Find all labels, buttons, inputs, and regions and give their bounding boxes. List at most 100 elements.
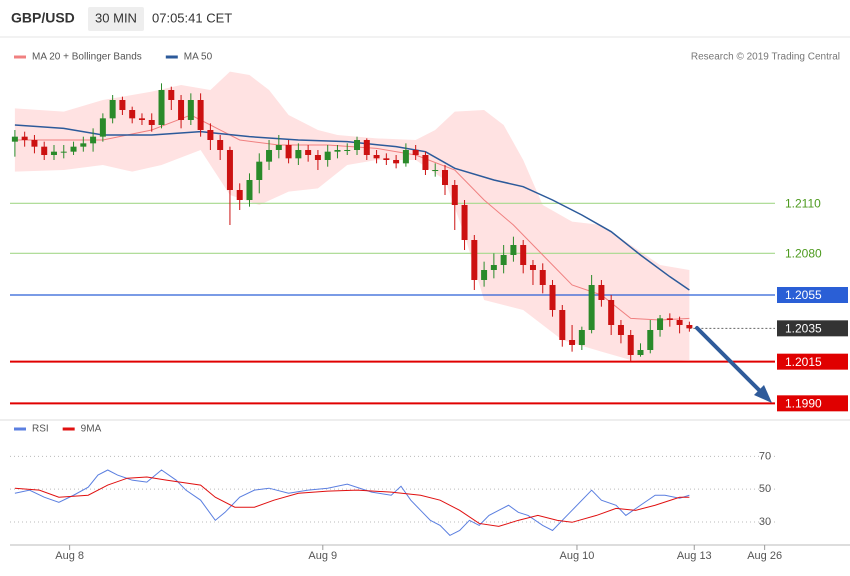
- legend-label: MA 50: [184, 52, 213, 63]
- candle-body: [266, 150, 273, 162]
- indicator-line: [14, 476, 690, 527]
- candle-body: [432, 170, 439, 171]
- candle-body: [129, 110, 136, 119]
- candle-body: [305, 150, 312, 155]
- candle-body: [168, 90, 175, 100]
- candle-body: [354, 140, 361, 150]
- plot: 1.2110 1.2080 1.2055 1.2035 1.2015 1.1990 MA 2…: [10, 52, 848, 562]
- candle-body: [471, 240, 478, 280]
- candle-body: [207, 130, 214, 140]
- candle-body: [324, 151, 331, 160]
- candle-body: [412, 150, 419, 155]
- level-label-box: [777, 395, 848, 412]
- candle-body: [520, 245, 527, 265]
- candle-body: [256, 161, 263, 180]
- candle-body: [666, 318, 673, 320]
- forecast-arrowhead: [754, 385, 772, 403]
- candle-body: [402, 150, 409, 164]
- candle-body: [99, 118, 106, 137]
- interval: 30 MIN: [95, 10, 137, 25]
- candle-body: [657, 318, 664, 330]
- candle-body: [31, 140, 38, 147]
- candle-body: [569, 340, 576, 345]
- candle-body: [226, 150, 233, 190]
- candle-body: [246, 180, 253, 200]
- level-label: 1.2080: [785, 247, 822, 261]
- candle-body: [647, 330, 654, 350]
- candle-body: [334, 150, 341, 152]
- candle-body: [490, 265, 497, 270]
- candle-body: [393, 160, 400, 164]
- candle-body: [11, 136, 18, 142]
- y-tick-label: 70: [759, 450, 771, 462]
- candle-body: [422, 155, 429, 170]
- level-label: 1.2015: [785, 355, 822, 369]
- candle-body: [363, 140, 370, 155]
- candle-body: [451, 185, 458, 205]
- candle-body: [344, 150, 351, 151]
- bollinger-band: [14, 71, 690, 362]
- candle-body: [608, 300, 615, 325]
- level-label-box: [777, 353, 848, 370]
- candle-body: [627, 335, 634, 355]
- time: 07:05:41 CET: [152, 10, 232, 25]
- candle-body: [510, 245, 517, 255]
- level-label: 1.2055: [785, 288, 822, 302]
- interval-box: [88, 7, 144, 31]
- level-label: 1.2035: [785, 322, 822, 336]
- candle-body: [236, 190, 243, 200]
- level-label: 1.2110: [785, 197, 821, 211]
- candle-body: [588, 285, 595, 330]
- candle-body: [461, 205, 468, 240]
- level-label: 1.1990: [785, 397, 822, 411]
- y-tick-label: 30: [759, 516, 771, 528]
- candle-body: [178, 100, 185, 120]
- legend-label: RSI: [32, 424, 49, 435]
- candle-body: [578, 330, 585, 345]
- candle-body: [481, 270, 488, 280]
- candle-body: [90, 136, 97, 144]
- candle-body: [70, 146, 77, 152]
- candle-body: [285, 145, 292, 159]
- candle-body: [529, 265, 536, 270]
- candle-body: [119, 100, 126, 110]
- candle-body: [676, 320, 683, 325]
- candle-body: [383, 158, 390, 160]
- candle-body: [373, 155, 380, 159]
- candle-body: [187, 100, 194, 120]
- candle-body: [500, 255, 507, 265]
- candle-body: [314, 155, 321, 160]
- candle-body: [637, 350, 644, 355]
- legend-label: 9MA: [81, 424, 102, 435]
- candle-body: [158, 90, 165, 125]
- symbol: GBP/USD: [11, 10, 75, 26]
- x-tick-label: Aug 10: [560, 550, 595, 562]
- x-tick-label: Aug 26: [747, 550, 782, 562]
- candle-body: [148, 120, 155, 125]
- x-tick-label: Aug 8: [55, 550, 84, 562]
- candle-body: [50, 151, 57, 155]
- x-tick-label: Aug 9: [308, 550, 337, 562]
- attribution: Research © 2019 Trading Central: [691, 52, 840, 63]
- candle-body: [80, 143, 87, 147]
- y-tick-label: 50: [759, 483, 771, 495]
- candle-body: [441, 170, 448, 185]
- candle-body: [617, 325, 624, 335]
- candle-body: [686, 325, 693, 329]
- candle-body: [549, 285, 556, 310]
- candle-body: [138, 118, 145, 120]
- moving-average: [14, 114, 690, 321]
- legend-label: MA 20 + Bollinger Bands: [32, 52, 142, 63]
- forecast-arrow: [695, 326, 764, 395]
- candle-body: [217, 140, 224, 150]
- candle-body: [60, 151, 67, 153]
- level-label-box: [777, 287, 848, 303]
- level-label-box: [777, 320, 848, 337]
- candle-body: [598, 285, 605, 300]
- candle-body: [275, 145, 282, 150]
- candle-body: [109, 100, 116, 119]
- candle-body: [295, 150, 302, 159]
- candle-body: [197, 100, 204, 130]
- candle-body: [559, 310, 566, 340]
